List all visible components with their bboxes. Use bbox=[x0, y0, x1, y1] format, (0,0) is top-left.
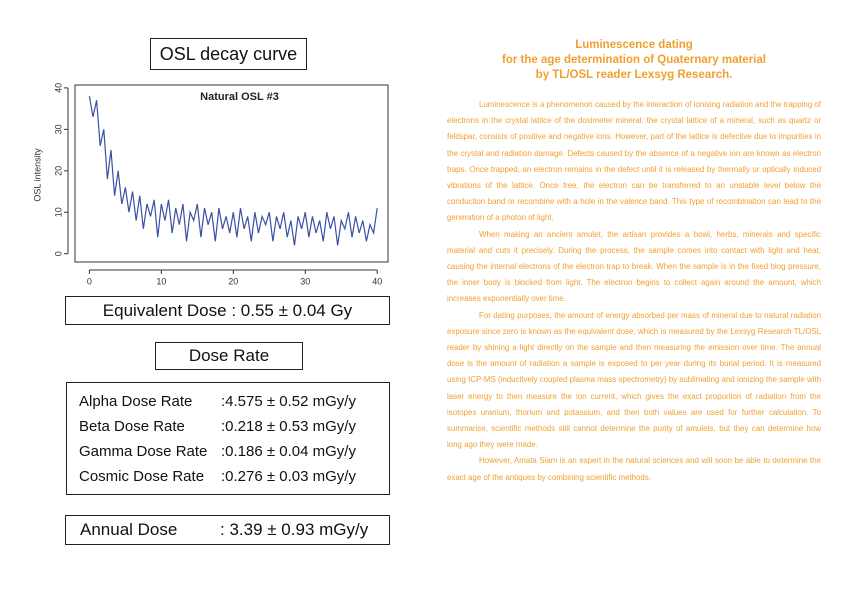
chart: Natural OSL #3 OSL intensity 0 10 20 30 40 0 10 2… bbox=[32, 83, 389, 286]
equivalent-dose: Equivalent Dose : 0.55 ± 0.04 Gy bbox=[65, 296, 390, 325]
x-tick-label: 10 bbox=[156, 276, 166, 286]
value: 0.55 ± 0.04 Gy bbox=[240, 300, 353, 320]
heading-line: for the age determination of Quaternary … bbox=[502, 54, 766, 66]
dose-value: :0.186 ± 0.04 mGy/y bbox=[221, 443, 356, 460]
dose-value: :4.575 ± 0.52 mGy/y bbox=[221, 393, 356, 410]
y-axis-label: OSL intensity bbox=[32, 148, 42, 202]
dose-rate-table: Alpha Dose Rate :4.575 ± 0.52 mGy/y Beta D… bbox=[66, 382, 390, 495]
article: Luminescence dating for the age determina… bbox=[447, 38, 821, 486]
dose-row: Cosmic Dose Rate :0.276 ± 0.03 mGy/y bbox=[79, 464, 389, 489]
dose-rate-title: Dose Rate bbox=[155, 342, 303, 370]
y-tick-label: 40 bbox=[53, 83, 63, 93]
paragraph: However, Amata Siam is an expert in the … bbox=[447, 456, 821, 482]
dose-label: Gamma Dose Rate bbox=[79, 443, 208, 460]
x-tick-label: 0 bbox=[87, 276, 92, 286]
y-tick-label: 0 bbox=[53, 251, 63, 256]
x-tick-label: 20 bbox=[228, 276, 238, 286]
paragraph: For dating purposes, the amount of energ… bbox=[447, 310, 821, 450]
y-tick-label: 10 bbox=[53, 207, 63, 217]
dose-row: Alpha Dose Rate :4.575 ± 0.52 mGy/y bbox=[79, 389, 389, 414]
y-tick-label: 30 bbox=[53, 124, 63, 134]
chart-title: Natural OSL #3 bbox=[200, 91, 279, 103]
dose-label: Cosmic Dose Rate bbox=[79, 468, 205, 485]
heading-line: Luminescence dating bbox=[575, 39, 693, 51]
chart-heading: OSL decay curve bbox=[150, 38, 307, 70]
dose-label: Beta Dose Rate bbox=[79, 418, 185, 435]
dose-value: :0.276 ± 0.03 mGy/y bbox=[221, 468, 356, 485]
dose-value: :0.218 ± 0.53 mGy/y bbox=[221, 418, 356, 435]
plot-box bbox=[74, 84, 389, 263]
dose-row: Gamma Dose Rate :0.186 ± 0.04 mGy/y bbox=[79, 439, 389, 464]
x-tick-label: 40 bbox=[372, 276, 382, 286]
dose-label: Alpha Dose Rate bbox=[79, 393, 193, 410]
value: : 3.39 ± 0.93 mGy/y bbox=[220, 520, 369, 539]
osl-line bbox=[88, 96, 378, 246]
y-tick-label: 20 bbox=[53, 166, 63, 176]
annual-dose: Annual Dose : 3.39 ± 0.93 mGy/y bbox=[65, 515, 390, 545]
heading: Luminescence dating for the age determina… bbox=[447, 38, 821, 83]
paragraph: Luminescence is a phenomenon caused by t… bbox=[447, 100, 821, 223]
dose-row: Beta Dose Rate :0.218 ± 0.53 mGy/y bbox=[79, 414, 389, 439]
label: Equivalent Dose : bbox=[102, 300, 237, 320]
x-tick-label: 30 bbox=[300, 276, 310, 286]
paragraph: When making an ancient amulet, the artis… bbox=[447, 229, 821, 304]
label: Annual Dose bbox=[80, 520, 178, 539]
heading-line: by TL/OSL reader Lexsyg Research. bbox=[535, 69, 733, 81]
